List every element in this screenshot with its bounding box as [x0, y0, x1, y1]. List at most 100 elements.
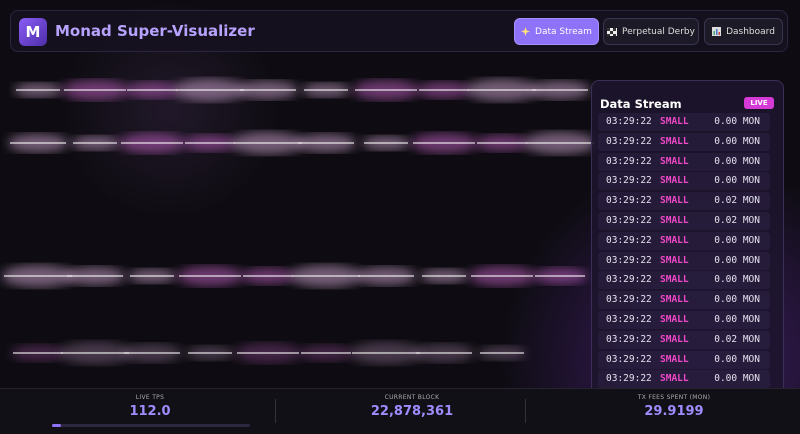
glow-streak	[232, 132, 304, 154]
size: SMALL	[660, 333, 689, 345]
glow-streak	[350, 342, 422, 364]
time: 03:29:22	[606, 135, 652, 147]
time: 03:29:22	[606, 254, 652, 266]
stream-row: 03:29:22 SMALL 0.00 MON	[598, 152, 770, 171]
time: 03:29:22	[606, 294, 652, 306]
glow-streak	[62, 80, 128, 100]
time: 03:29:22	[606, 195, 652, 207]
amount: 0.00 MON	[714, 373, 760, 385]
glow-streak	[299, 345, 353, 361]
glow-streak	[122, 344, 182, 362]
stream-row: 03:29:22 SMALL 0.00 MON	[598, 172, 770, 191]
stream-row: 03:29:22 SMALL 0.02 MON	[598, 212, 770, 230]
nav-button[interactable]: Data Stream	[514, 18, 599, 45]
glow-streak	[469, 266, 535, 286]
size: SMALL	[660, 234, 689, 246]
time: 03:29:22	[606, 155, 652, 167]
logo: M	[19, 18, 47, 46]
glow-streak	[186, 346, 234, 360]
amount: 0.00 MON	[714, 234, 760, 246]
glow-streak	[417, 82, 471, 98]
stat-label: TX FEES SPENT (MON)	[637, 394, 711, 401]
amount: 0.00 MON	[714, 116, 760, 127]
amount: 0.00 MON	[714, 274, 760, 286]
amount: 0.00 MON	[714, 175, 760, 187]
size: SMALL	[660, 175, 689, 187]
amount: 0.02 MON	[714, 333, 760, 345]
stream-row: 03:29:22 SMALL 0.00 MON	[598, 271, 770, 290]
amount: 0.02 MON	[714, 195, 760, 207]
stats-bar: LIVE TPS 112.0 CURRENT BLOCK 22,878,361 TX F…	[0, 388, 800, 434]
amount: 0.00 MON	[714, 353, 760, 365]
time: 03:29:22	[606, 333, 652, 345]
glow-streak	[478, 346, 526, 360]
size: SMALL	[660, 155, 689, 167]
stream-row: 03:29:22 SMALL 0.00 MON	[598, 113, 770, 131]
stat-value: 29.9199	[644, 404, 704, 419]
size: SMALL	[660, 373, 689, 385]
size: SMALL	[660, 314, 689, 325]
glow-streak	[235, 343, 301, 363]
glow-streak	[466, 79, 538, 101]
glow-streak	[475, 135, 529, 151]
size: SMALL	[660, 353, 689, 365]
glow-streak	[177, 266, 243, 286]
stream-row: 03:29:22 SMALL 0.00 MON	[598, 370, 770, 389]
amount: 0.00 MON	[714, 314, 760, 325]
stream-row: 03:29:22 SMALL 0.02 MON	[598, 192, 770, 211]
app-title: Monad Super-Visualizer	[55, 22, 255, 40]
size: SMALL	[660, 274, 689, 286]
stream-panel: Data Stream LIVE 03:29:22 SMALL 0.00 MON 03…	[591, 80, 784, 420]
icon	[521, 27, 531, 36]
divider	[275, 399, 276, 423]
stat-value: 22,878,361	[370, 404, 454, 419]
nav-button[interactable]: Perpetual Derby	[603, 18, 699, 45]
stream-row: 03:29:22 SMALL 0.00 MON	[598, 291, 770, 310]
glow-streak	[356, 267, 416, 285]
glow-streak	[128, 269, 176, 283]
icon	[712, 27, 722, 36]
tps-bar	[52, 424, 250, 427]
glow-streak	[530, 81, 590, 99]
stat-label: CURRENT BLOCK	[384, 394, 440, 401]
stat: LIVE TPS 112.0	[25, 389, 275, 434]
glow-streak	[119, 133, 185, 153]
stream-row: 03:29:22 SMALL 0.00 MON	[598, 350, 770, 369]
amount: 0.00 MON	[714, 135, 760, 147]
size: SMALL	[660, 215, 689, 226]
glow-streak	[11, 345, 65, 361]
glow-streak	[174, 79, 246, 101]
glow-streak	[353, 80, 419, 100]
glow-streak	[71, 136, 119, 150]
amount: 0.00 MON	[714, 254, 760, 266]
time: 03:29:22	[606, 373, 652, 385]
glow-streak	[420, 269, 468, 283]
glow-streak	[183, 135, 237, 151]
stat-label: LIVE TPS	[135, 394, 165, 401]
stream-row: 03:29:22 SMALL 0.02 MON	[598, 330, 770, 349]
glow-streak	[414, 344, 474, 362]
nav-label: Dashboard	[726, 26, 775, 37]
time: 03:29:22	[606, 274, 652, 286]
amount: 0.02 MON	[714, 215, 760, 226]
glow-streak	[2, 265, 74, 287]
time: 03:29:22	[606, 215, 652, 226]
time: 03:29:22	[606, 314, 652, 325]
icon	[607, 27, 618, 36]
glow-streak	[296, 134, 356, 152]
glow-streak	[125, 82, 179, 98]
stream-row: 03:29:22 SMALL 0.00 MON	[598, 251, 770, 270]
stat: CURRENT BLOCK 22,878,361	[287, 389, 537, 434]
glow-streak	[290, 265, 362, 287]
size: SMALL	[660, 116, 689, 127]
glow-streak	[524, 132, 596, 154]
size: SMALL	[660, 135, 689, 147]
glow-streak	[8, 134, 68, 152]
stat-value: 112.0	[129, 404, 171, 419]
nav-button[interactable]: Dashboard	[704, 18, 783, 45]
size: SMALL	[660, 195, 689, 207]
glow-streak	[241, 268, 295, 284]
time: 03:29:22	[606, 234, 652, 246]
